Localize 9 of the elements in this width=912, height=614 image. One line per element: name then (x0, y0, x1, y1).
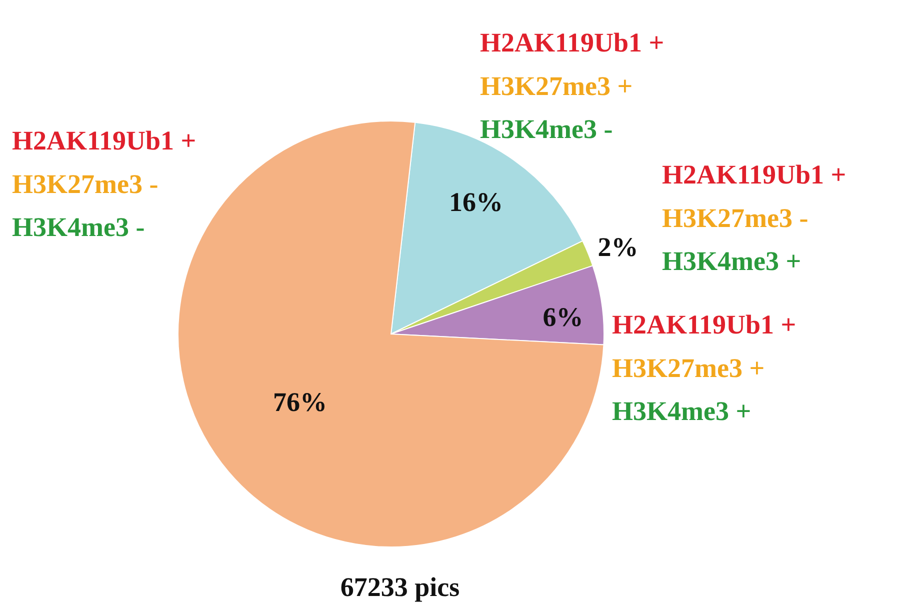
text: 67233 pics (340, 572, 460, 602)
slice-label: H2AK119Ub1 + H3K27me3 + H3K4me3 + (612, 310, 796, 426)
data-label: 2% (598, 232, 638, 262)
data-label: 6% (542, 302, 584, 332)
slice-label: H2AK119Ub1 + H3K27me3 - H3K4me3 - (12, 126, 196, 242)
data-label: 76% (273, 387, 327, 418)
data-label: 16% (449, 187, 503, 218)
slice-label: H2AK119Ub1 + H3K27me3 + H3K4me3 - (480, 28, 664, 144)
slice-label: H2AK119Ub1 + H3K27me3 - H3K4me3 + (662, 160, 846, 276)
